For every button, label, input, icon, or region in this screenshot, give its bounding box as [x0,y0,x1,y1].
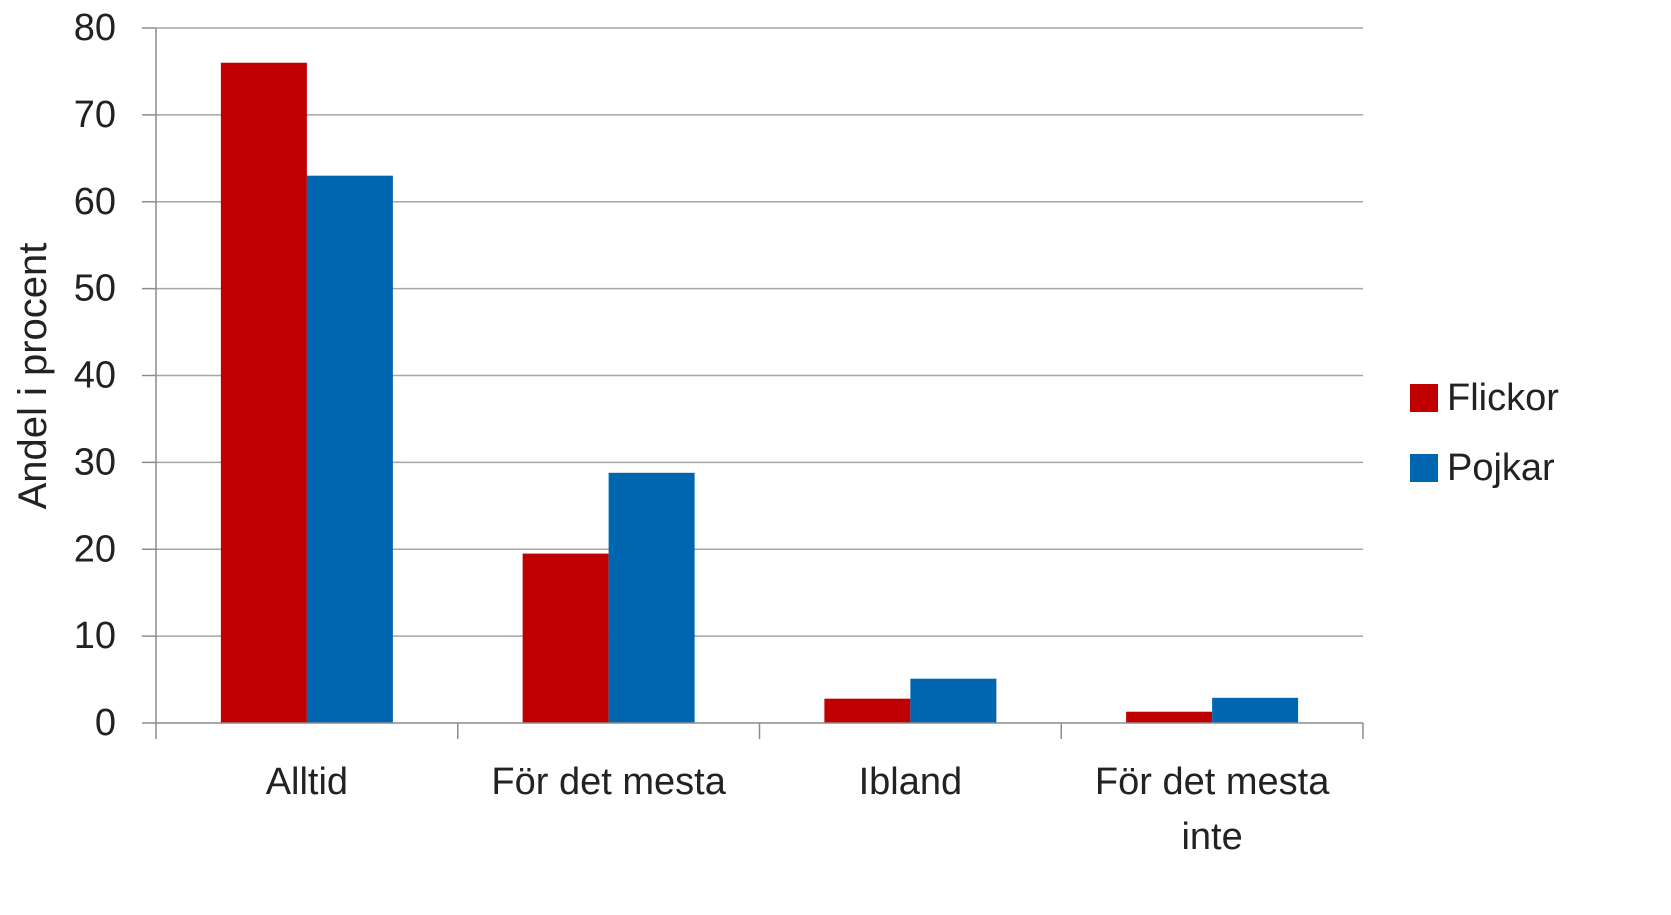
y-tick-label: 50 [74,268,116,310]
y-tick-label: 30 [74,441,116,483]
bar-pojkar-0 [306,175,393,723]
legend-label-pojkar: Pojkar [1447,447,1555,489]
y-tick-label: 0 [95,702,116,744]
y-tick-label: 20 [74,528,116,570]
bars [220,62,1299,723]
bar-flickor-1 [522,553,609,723]
bar-pojkar-2 [910,678,997,723]
bar-flickor-3 [1126,711,1213,723]
axis-labels: 0 10 20 30 40 50 60 70 80 Alltid För det mesta Ibla… [11,7,1330,858]
x-tick-label: inte [1181,816,1242,858]
bar-pojkar-1 [608,472,695,723]
bar-flickor-2 [824,698,911,723]
x-tick-label: Ibland [859,761,963,803]
legend-swatch-pojkar [1410,454,1438,482]
x-tick-label: För det mesta [1095,761,1330,803]
y-axis-title: Andel i procent [11,243,55,510]
legend: Flickor Pojkar [1410,377,1559,489]
y-tick-label: 80 [74,7,116,49]
axes [142,27,1364,739]
legend-label-flickor: Flickor [1447,377,1559,419]
legend-swatch-flickor [1410,384,1438,412]
y-tick-label: 10 [74,615,116,657]
y-tick-label: 60 [74,181,116,223]
bar-flickor-0 [220,62,307,723]
y-tick-label: 40 [74,355,116,397]
x-tick-label: För det mesta [491,761,726,803]
y-tick-label: 70 [74,94,116,136]
x-tick-label: Alltid [266,761,348,803]
bar-pojkar-3 [1212,697,1299,723]
